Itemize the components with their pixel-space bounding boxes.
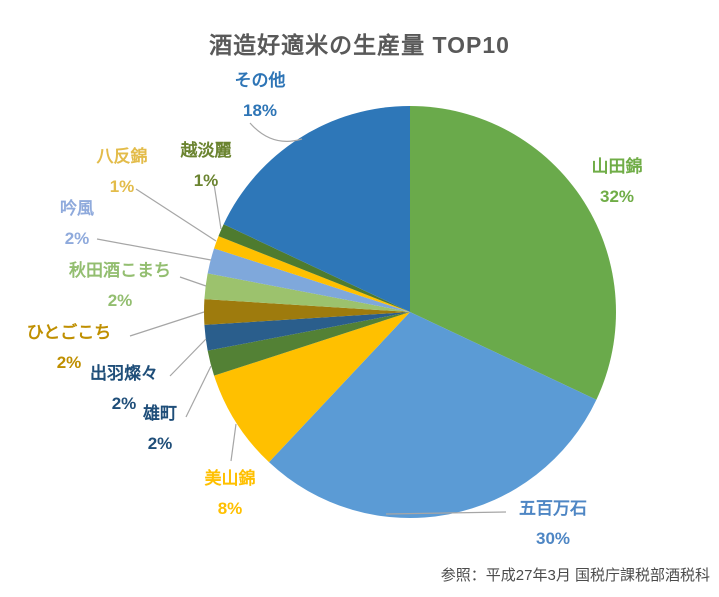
leader-line-9 — [213, 183, 222, 230]
slice-label-name: 五百万石 — [519, 499, 587, 518]
leader-line-7 — [96, 238, 212, 261]
source-note: 参照：平成27年3月 国税庁課税部酒税科 — [440, 567, 710, 584]
pie-slice-0 — [410, 106, 616, 400]
slice-label-3: 雄町 2% — [143, 399, 177, 459]
slice-label-percent: 2% — [64, 229, 90, 248]
slice-label-percent: 8% — [217, 499, 243, 518]
leader-line-3 — [185, 365, 212, 418]
pie-slice-6 — [204, 273, 410, 312]
slice-label-8: 八反錦 1% — [97, 142, 148, 202]
slice-label-7: 吟風 2% — [60, 194, 94, 254]
slice-label-percent: 1% — [193, 171, 219, 190]
slice-label-name: 吟風 — [60, 199, 94, 218]
slice-label-name: 八反錦 — [96, 147, 148, 166]
slice-label-4: 出羽燦々 2% — [90, 359, 158, 419]
slice-label-name: 美山錦 — [204, 469, 256, 488]
leader-line-5 — [129, 311, 205, 337]
slice-label-1: 五百万石 30% — [519, 494, 587, 554]
slice-label-name: その他 — [234, 71, 286, 90]
leader-line-2 — [230, 423, 237, 462]
slice-label-percent: 2% — [107, 291, 133, 310]
slice-label-name: 山田錦 — [591, 157, 643, 176]
slice-label-percent: 1% — [109, 177, 135, 196]
slice-label-10: その他 18% — [235, 66, 286, 126]
slice-label-name: ひとごこち — [26, 323, 112, 342]
pie-slice-3 — [207, 312, 410, 376]
slice-label-percent: 2% — [147, 434, 173, 453]
pie-slice-9 — [218, 224, 410, 312]
leader-line-6 — [179, 276, 207, 287]
slice-label-percent: 2% — [111, 394, 137, 413]
slice-label-percent: 32% — [599, 187, 635, 206]
leader-line-1 — [385, 511, 507, 515]
slice-label-name: 出羽燦々 — [90, 364, 158, 383]
pie-slice-2 — [214, 312, 410, 463]
pie-slice-5 — [204, 299, 410, 325]
slice-label-5: ひとごこち 2% — [27, 318, 112, 378]
slice-label-6: 秋田酒こまち 2% — [69, 256, 171, 316]
slice-label-name: 雄町 — [143, 404, 177, 423]
slice-label-name: 越淡麗 — [180, 141, 232, 160]
pie-slice-7 — [207, 248, 410, 312]
pie-slice-4 — [204, 312, 410, 351]
slice-label-percent: 30% — [535, 529, 571, 548]
slice-label-2: 美山錦 8% — [205, 464, 256, 524]
slice-label-9: 越淡麗 1% — [181, 136, 232, 196]
pie-slice-1 — [268, 312, 597, 519]
chart-title: 酒造好適米の生産量 TOP10 — [209, 32, 510, 58]
leader-line-4 — [169, 338, 207, 377]
slice-label-name: 秋田酒こまち — [69, 261, 171, 280]
slice-label-0: 山田錦 32% — [592, 152, 643, 212]
leader-line-10 — [249, 122, 303, 142]
slice-label-percent: 18% — [242, 101, 278, 120]
pie-slice-8 — [214, 236, 410, 312]
slice-label-percent: 2% — [56, 353, 82, 372]
pie-slice-10 — [223, 106, 410, 312]
leader-line-8 — [135, 188, 217, 242]
